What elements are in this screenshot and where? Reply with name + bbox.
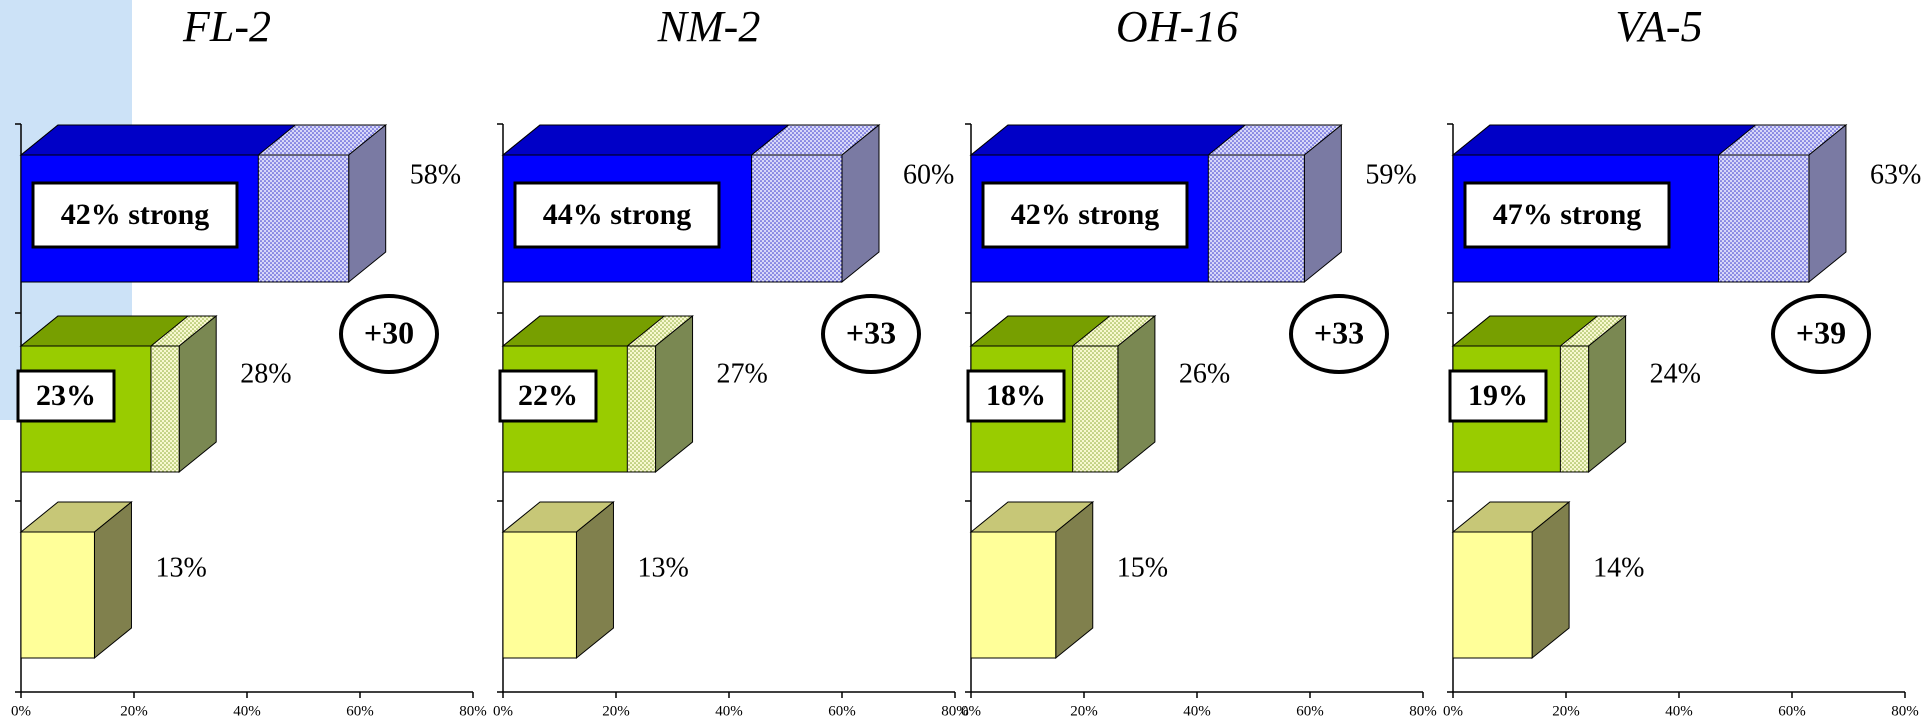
bar-value-label: 59% (1365, 159, 1416, 190)
strong-label: 44% strong (543, 198, 692, 231)
strong-label: 47% strong (1493, 198, 1642, 231)
annotation: +39 (1796, 314, 1846, 350)
bar-value-label: 15% (1117, 552, 1168, 583)
x-tick-label: 60% (828, 703, 856, 719)
strong-label: 42% strong (1011, 198, 1160, 231)
strong-label-box (1463, 181, 1671, 249)
strong-bar-top (19, 124, 297, 156)
x-tick-label: 20% (1070, 703, 1098, 719)
x-tick-label: 40% (715, 703, 743, 719)
x-tick-label: 80% (941, 703, 969, 719)
x-tick-label: 60% (1778, 703, 1806, 719)
x-tick-label: 0% (493, 703, 513, 719)
x-tick-label: 20% (120, 703, 148, 719)
x-tick-label: 80% (1891, 703, 1919, 719)
annotation-oval (1771, 294, 1871, 374)
bar-value-label: 28% (240, 358, 291, 389)
x-tick-label: 60% (346, 703, 374, 719)
strong-label: 23% (36, 379, 96, 412)
strong-bar-top (501, 124, 791, 156)
x-tick-label: 0% (1443, 703, 1463, 719)
x-tick-label: 40% (1183, 703, 1211, 719)
bar (502, 531, 577, 659)
strong-label-box (1448, 369, 1548, 423)
strong-bar-top (969, 124, 1247, 156)
bar-value-label: 26% (1179, 358, 1230, 389)
bar-value-label: 27% (717, 358, 768, 389)
strong-label-box (966, 369, 1066, 423)
annotation: +33 (846, 314, 896, 350)
panel-title: VA-5 (1615, 2, 1702, 51)
strong-label-box (513, 181, 721, 249)
strong-label-box (31, 181, 239, 249)
bar-value-label: 24% (1650, 358, 1701, 389)
strong-label: 42% strong (61, 198, 210, 231)
bar-value-label: 63% (1870, 159, 1921, 190)
x-tick-label: 60% (1296, 703, 1324, 719)
strong-bar-top (1451, 124, 1757, 156)
bar (1452, 531, 1533, 659)
annotation-oval (339, 294, 439, 374)
x-tick-label: 0% (11, 703, 31, 719)
bar-value-label: 60% (903, 159, 954, 190)
x-tick-label: 20% (602, 703, 630, 719)
strong-label: 18% (986, 379, 1046, 412)
x-tick-label: 80% (1409, 703, 1437, 719)
x-tick-label: 20% (1552, 703, 1580, 719)
annotation: +30 (364, 314, 414, 350)
x-tick-label: 40% (1665, 703, 1693, 719)
x-tick-label: 80% (459, 703, 487, 719)
annotation-oval (821, 294, 921, 374)
bar (970, 531, 1057, 659)
x-tick-label: 40% (233, 703, 261, 719)
x-tick-label: 0% (961, 703, 981, 719)
strong-label: 22% (518, 379, 578, 412)
panel-title: OH-16 (1116, 2, 1238, 51)
annotation: +33 (1314, 314, 1364, 350)
strong-label-box (981, 181, 1189, 249)
bar-value-label: 13% (637, 552, 688, 583)
bar-value-label: 58% (410, 159, 461, 190)
bar-value-label: 14% (1593, 552, 1644, 583)
strong-label: 19% (1468, 379, 1528, 412)
strong-label-box (498, 369, 598, 423)
panel-title: FL-2 (182, 2, 271, 51)
panel-title: NM-2 (657, 2, 761, 51)
annotation-oval (1289, 294, 1389, 374)
strong-label-box (16, 369, 116, 423)
bar-value-label: 13% (155, 552, 206, 583)
bar (20, 531, 95, 659)
